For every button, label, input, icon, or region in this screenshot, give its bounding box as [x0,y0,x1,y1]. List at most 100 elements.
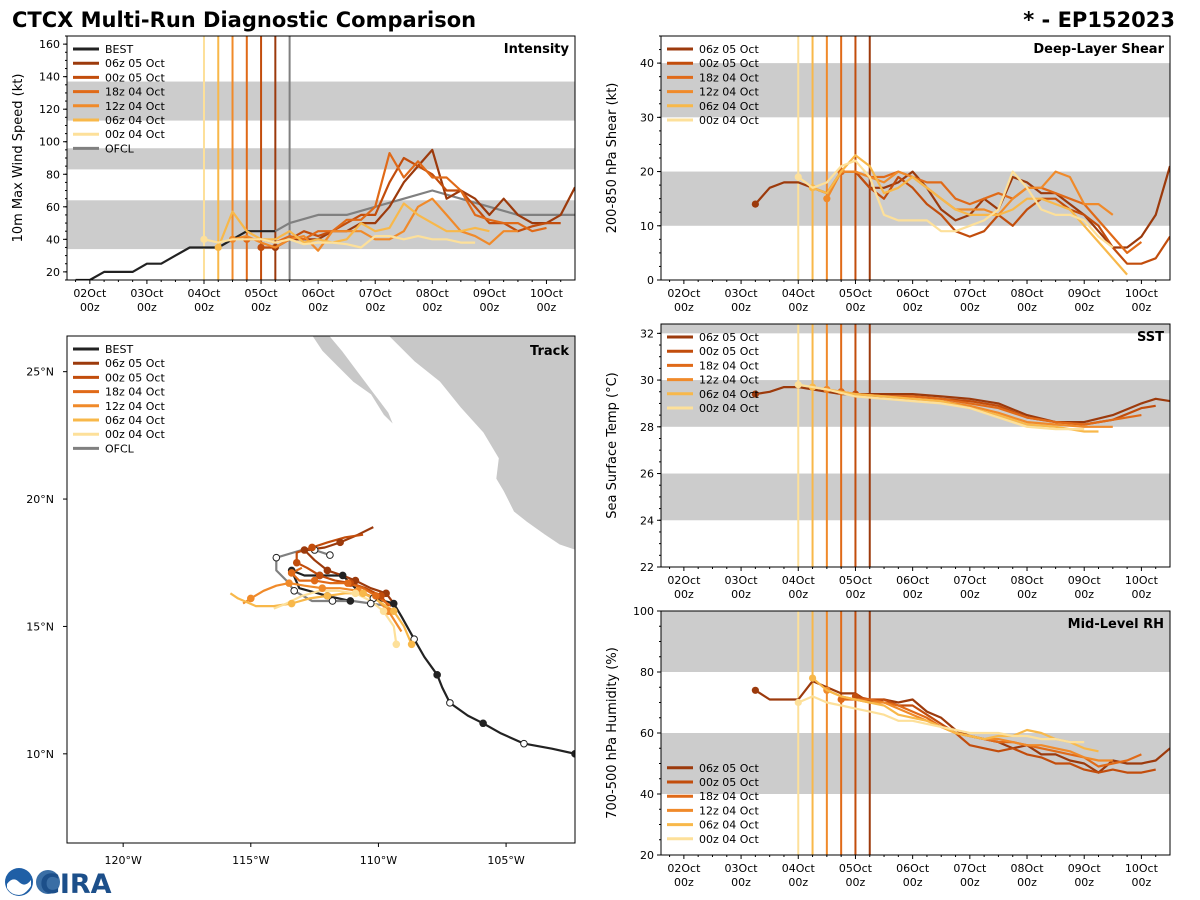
x-tick-label: 105°W [487,854,524,867]
y-tick-label: 160 [39,38,60,51]
track-point-best [338,571,347,580]
y-tick-label: 26 [640,468,654,481]
track-point-06z-05-oct [323,566,332,575]
threshold-band [661,324,1170,334]
track-point-best [571,750,575,758]
legend-label-00z-04-oct: 00z 04 Oct [699,114,759,127]
y-tick-label: 40 [640,788,654,801]
legend-label-00z-04-oct: 00z 04 Oct [699,402,759,415]
intensity-panel-title: Intensity [504,42,570,57]
x-tick-sublabel: 00z [251,301,271,314]
track-point-18z-04-oct [372,592,380,600]
noaa-wave-icon [7,879,31,895]
storm-id: * - EP152023 [1023,8,1175,32]
land-mass [388,336,575,551]
legend-label-00z-05-oct: 00z 05 Oct [699,345,759,358]
x-tick-label: 06Oct [896,574,930,587]
legend-label-06z-05-oct: 06z 05 Oct [105,57,165,70]
x-tick-sublabel: 00z [960,588,980,601]
cira-logo: CIRA [5,868,112,900]
x-tick-label: 08Oct [1011,574,1045,587]
x-tick-label: 02Oct [667,574,701,587]
track-point-ofcl [326,551,334,559]
x-tick-sublabel: 00z [788,876,808,889]
track-point-12z-04-oct [318,584,327,593]
track-point-18z-04-oct [344,579,352,587]
series-init-point-06z-05-oct [751,686,759,694]
y-tick-label: 0 [647,274,654,287]
x-tick-sublabel: 00z [731,876,751,889]
x-tick-label: 10Oct [530,287,564,300]
legend-label-06z-05-oct: 06z 05 Oct [699,43,759,56]
y-tick-label: 20 [46,266,60,279]
series-line-best [75,230,276,280]
x-tick-label: 08Oct [1011,287,1045,300]
legend-label-06z-04-oct: 06z 04 Oct [699,819,759,832]
legend-label-00z-05-oct: 00z 05 Oct [105,371,165,384]
legend-label-00z-04-oct: 00z 04 Oct [105,128,165,141]
legend-label-12z-04-oct: 12z 04 Oct [699,804,759,817]
series-line-06z-04-oct [811,677,1099,753]
legend-label-ofcl: OFCL [105,142,135,155]
x-tick-label: 08Oct [416,287,450,300]
rh-y-axis-label: 700-500 hPa Humidity (%) [605,647,620,819]
x-tick-sublabel: 00z [846,588,866,601]
legend-label-18z-04-oct: 18z 04 Oct [699,359,759,372]
y-tick-label: 60 [46,201,60,214]
legend-label-06z-05-oct: 06z 05 Oct [699,762,759,775]
x-tick-label: 02Oct [73,287,107,300]
series-init-point-00z-04-oct [794,173,802,181]
track-line-best [290,569,575,755]
track-point-ofcl [328,597,337,605]
y-tick-label: 25°N [26,366,54,379]
y-tick-label: 20°N [26,493,54,506]
legend-label-12z-04-oct: 12z 04 Oct [105,400,165,413]
track-point-ofcl [290,586,298,595]
x-tick-sublabel: 00z [903,876,923,889]
track-point-06z-04-oct [323,592,332,600]
threshold-band [661,63,1170,118]
sst-y-axis-label: Sea Surface Temp (°C) [605,372,620,519]
series-init-point-06z-04-oct [808,674,817,682]
x-tick-sublabel: 00z [960,876,980,889]
y-tick-label: 60 [640,727,654,740]
series-line-18z-04-oct [841,170,1143,254]
track-point-ofcl [272,553,281,562]
threshold-band [661,473,1170,521]
legend-label-12z-04-oct: 12z 04 Oct [699,374,759,387]
x-tick-sublabel: 00z [960,301,980,314]
land-mass [311,336,395,426]
x-tick-sublabel: 00z [846,301,866,314]
track-plot-area [67,336,575,843]
y-tick-label: 28 [640,421,654,434]
x-tick-label: 04Oct [782,862,816,875]
y-tick-label: 80 [640,666,654,679]
x-tick-sublabel: 00z [422,301,442,314]
series-line-06z-05-oct [754,680,1170,774]
track-point-best [479,719,487,728]
series-line-00z-04-oct [203,235,476,249]
track-point-12z-04-oct [246,594,255,603]
x-tick-sublabel: 00z [674,588,694,601]
x-tick-label: 03Oct [725,574,759,587]
rh-plot-area [661,611,1170,855]
track-point-00z-04-oct [392,640,401,649]
y-tick-label: 24 [640,514,654,527]
x-tick-sublabel: 00z [731,588,751,601]
y-tick-label: 30 [640,374,654,387]
series-init-point-06z-05-oct [751,390,759,398]
x-tick-label: 10Oct [1125,574,1159,587]
intensity-plot-area [67,36,575,280]
series-line-12z-04-oct [825,170,1114,216]
series-line-00z-04-oct [797,695,1085,744]
x-tick-label: 120°W [104,854,141,867]
series-init-point-00z-04-oct [794,698,802,707]
series-line-00z-05-oct [855,695,1156,774]
x-tick-sublabel: 00z [1132,301,1152,314]
threshold-band [661,380,1170,427]
x-tick-label: 05Oct [839,862,873,875]
track-point-12z-04-oct [285,579,293,587]
track-point-ofcl [366,599,375,608]
